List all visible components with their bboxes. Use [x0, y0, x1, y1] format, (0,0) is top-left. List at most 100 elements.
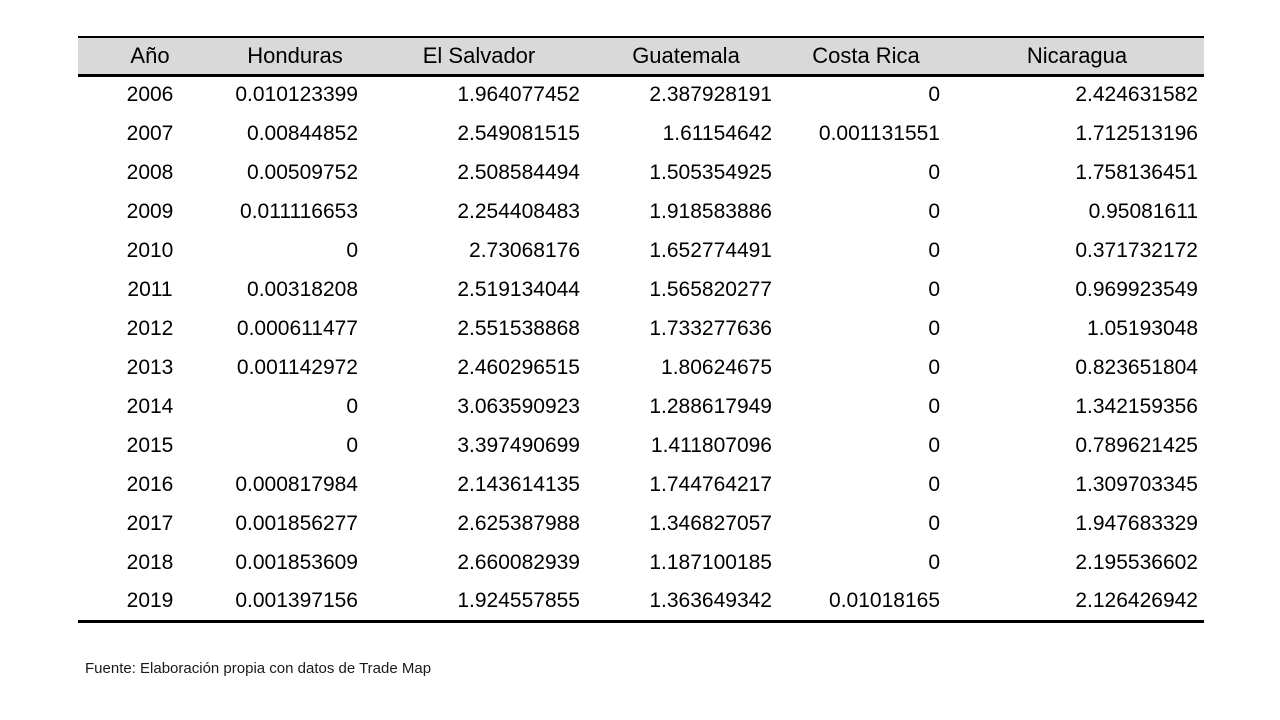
value-cell: 1.565820277	[649, 277, 772, 301]
value-cell: 0	[928, 83, 940, 107]
value-cell: 0	[928, 433, 940, 457]
value-cell: 2.508584494	[457, 160, 580, 184]
table-row: 2018 0.001853609 2.660082939 1.187100185 0 2.…	[78, 543, 1204, 582]
value-cell: 1.80624675	[661, 355, 772, 379]
value-cell: 0	[928, 160, 940, 184]
value-cell: 2.387928191	[649, 83, 772, 107]
column-header-nicaragua: Nicaragua	[1026, 42, 1128, 68]
year-cell: 2017	[126, 511, 174, 535]
value-cell: 2.551538868	[457, 316, 580, 340]
year-cell: 2009	[126, 199, 174, 223]
value-cell: 0	[928, 199, 940, 223]
value-cell: 1.05193048	[1087, 316, 1198, 340]
value-cell: 0	[928, 550, 940, 574]
value-cell: 2.625387988	[457, 511, 580, 535]
value-cell: 1.363649342	[649, 588, 772, 612]
column-header-honduras: Honduras	[247, 42, 343, 68]
value-cell: 2.424631582	[1075, 83, 1198, 107]
value-cell: 2.126426942	[1075, 588, 1198, 612]
table-row: 2013 0.001142972 2.460296515 1.80624675 0 0.8…	[78, 348, 1204, 387]
table-row: 2009 0.011116653 2.254408483 1.918583886 0 0.…	[78, 192, 1204, 231]
value-cell: 1.187100185	[649, 550, 772, 574]
value-cell: 0.371732172	[1075, 238, 1198, 262]
value-cell: 0.00509752	[247, 160, 358, 184]
column-header-el-salvador: El Salvador	[422, 42, 536, 68]
table-header: Año Honduras El Salvador Guatemala Costa Ric…	[78, 37, 1204, 75]
table-row: 2007 0.00844852 2.549081515 1.61154642 0.001…	[78, 114, 1204, 153]
table-row: 2016 0.000817984 2.143614135 1.744764217 0 1.…	[78, 465, 1204, 504]
value-cell: 0	[928, 394, 940, 418]
value-cell: 0.01018165	[829, 588, 940, 612]
value-cell: 1.947683329	[1075, 511, 1198, 535]
value-cell: 0	[928, 238, 940, 262]
value-cell: 1.652774491	[649, 238, 772, 262]
value-cell: 0	[928, 511, 940, 535]
value-cell: 0.001142972	[236, 355, 358, 379]
value-cell: 2.519134044	[457, 277, 580, 301]
year-cell: 2007	[126, 121, 174, 145]
value-cell: 0	[928, 472, 940, 496]
value-cell: 0.95081611	[1088, 199, 1198, 223]
value-cell: 1.288617949	[649, 394, 772, 418]
header-row: Año Honduras El Salvador Guatemala Costa Ric…	[78, 37, 1204, 75]
value-cell: 0.000611477	[236, 316, 358, 340]
value-cell: 1.964077452	[457, 83, 580, 107]
value-cell: 0.00318208	[247, 277, 358, 301]
value-cell: 1.918583886	[649, 199, 772, 223]
value-cell: 2.73068176	[469, 238, 580, 262]
value-cell: 0.010123399	[235, 83, 358, 107]
value-cell: 0.823651804	[1075, 355, 1198, 379]
year-cell: 2016	[126, 472, 174, 496]
value-cell: 1.61154642	[662, 121, 772, 145]
value-cell: 0.001131551	[818, 121, 940, 145]
table-row: 2010 0 2.73068176 1.652774491 0 0.371732172	[78, 231, 1204, 270]
column-header-guatemala: Guatemala	[632, 42, 740, 68]
table-row: 2019 0.001397156 1.924557855 1.363649342 0.0…	[78, 582, 1204, 621]
value-cell: 1.309703345	[1075, 472, 1198, 496]
value-cell: 0.001397156	[235, 588, 358, 612]
value-cell: 0.011116653	[240, 199, 358, 223]
table-row: 2008 0.00509752 2.508584494 1.505354925 0 1.7…	[78, 153, 1204, 192]
table-row: 2014 0 3.063590923 1.288617949 0 1.342159356	[78, 387, 1204, 426]
table-row: 2011 0.00318208 2.519134044 1.565820277 0 0.9…	[78, 270, 1204, 309]
value-cell: 0	[928, 355, 940, 379]
value-cell: 0.00844852	[247, 121, 358, 145]
value-cell: 0.969923549	[1075, 277, 1198, 301]
year-cell: 2013	[126, 355, 174, 379]
table-body: 2006 0.010123399 1.964077452 2.387928191 0 2.…	[78, 75, 1204, 621]
value-cell: 0	[346, 238, 358, 262]
value-cell: 2.254408483	[457, 199, 580, 223]
table-row: 2015 0 3.397490699 1.411807096 0 0.789621425	[78, 426, 1204, 465]
year-cell: 2019	[126, 588, 174, 612]
year-cell: 2006	[126, 83, 174, 107]
table-row: 2006 0.010123399 1.964077452 2.387928191 0 2.…	[78, 75, 1204, 114]
year-cell: 2010	[126, 238, 174, 262]
value-cell: 2.460296515	[457, 355, 580, 379]
value-cell: 2.195536602	[1075, 550, 1198, 574]
year-cell: 2015	[126, 433, 174, 457]
value-cell: 1.744764217	[649, 472, 772, 496]
year-cell: 2012	[126, 316, 174, 340]
value-cell: 1.342159356	[1075, 394, 1198, 418]
value-cell: 0.789621425	[1075, 433, 1198, 457]
source-note: Fuente: Elaboración propia con datos de …	[85, 660, 432, 677]
value-cell: 1.733277636	[649, 316, 772, 340]
column-header-a-o: Año	[130, 42, 170, 68]
value-cell: 0.001853609	[235, 550, 358, 574]
value-cell: 0	[346, 394, 358, 418]
value-cell: 0.000817984	[235, 472, 358, 496]
value-cell: 1.758136451	[1075, 160, 1198, 184]
year-cell: 2018	[126, 550, 174, 574]
value-cell: 1.505354925	[649, 160, 772, 184]
value-cell: 0	[928, 277, 940, 301]
table-row: 2012 0.000611477 2.551538868 1.733277636 0 1.…	[78, 309, 1204, 348]
value-cell: 3.397490699	[457, 433, 580, 457]
value-cell: 1.411807096	[650, 433, 772, 457]
value-cell: 0.001856277	[235, 511, 358, 535]
value-cell: 3.063590923	[457, 394, 580, 418]
year-cell: 2008	[126, 160, 174, 184]
value-cell: 2.660082939	[457, 550, 580, 574]
table-container: Año Honduras El Salvador Guatemala Costa Ric…	[78, 36, 1204, 623]
value-cell: 0	[928, 316, 940, 340]
